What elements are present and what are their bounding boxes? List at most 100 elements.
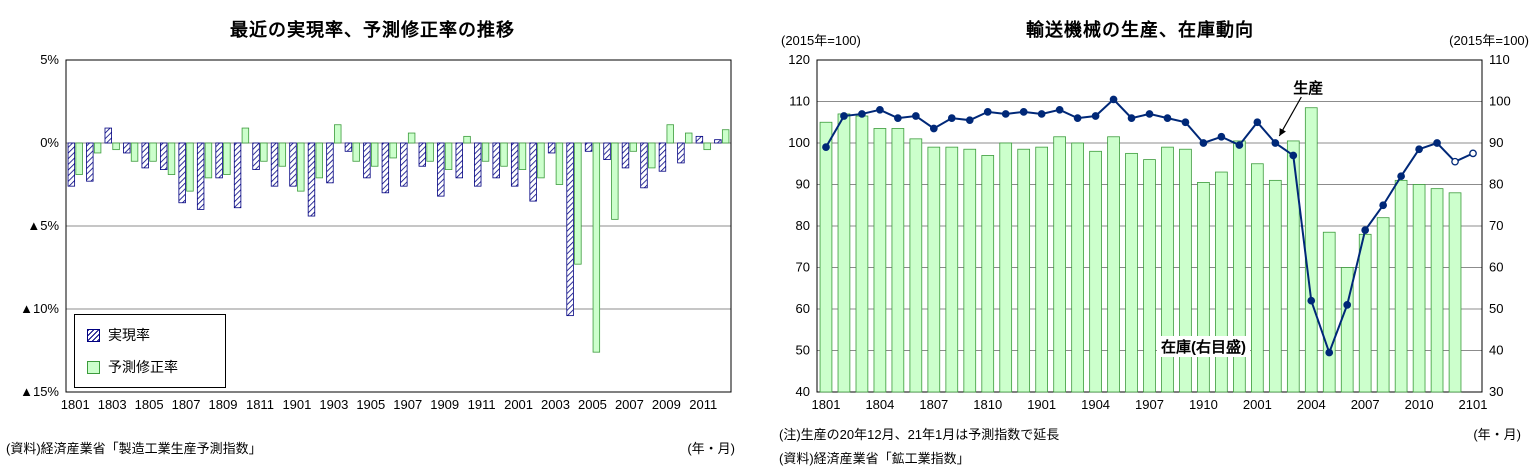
- bar-inventory: [1322, 231, 1336, 393]
- x-tick-label: 2003: [541, 397, 570, 412]
- production-annotation-arrow: [1278, 96, 1302, 137]
- left-chart-x-unit: (年・月): [687, 441, 735, 456]
- x-tick-label: 1804: [865, 397, 894, 412]
- bar-forecast-revision: [629, 142, 638, 152]
- right-y-tick-label: 60: [1489, 260, 1503, 275]
- bar-inventory: [1448, 192, 1462, 393]
- bar-forecast-revision: [352, 142, 360, 162]
- bar-forecast-revision: [75, 142, 83, 175]
- right-chart-title: 輸送機械の生産、在庫動向: [1026, 20, 1254, 40]
- realization-swatch-icon: [87, 328, 100, 342]
- bar-inventory: [1412, 184, 1426, 393]
- bar-inventory: [1251, 163, 1264, 393]
- marker-production: [858, 110, 866, 118]
- bar-realization: [307, 142, 316, 217]
- marker-production: [1271, 139, 1280, 147]
- bar-forecast-revision: [721, 129, 730, 144]
- left-chart-plot: 5% 0% ▲5% ▲10% ▲15%1801 1803 1805 1807 1809 1811 1…: [20, 52, 732, 412]
- right-y-tick-label: 50: [1489, 301, 1503, 316]
- right-axis-caption: (2015年=100): [1449, 33, 1529, 48]
- bar-inventory: [1304, 107, 1318, 393]
- bar-realization: [547, 142, 556, 154]
- x-tick-label: 1807: [172, 397, 201, 412]
- right-y-tick-label: 30: [1489, 384, 1503, 399]
- bar-inventory: [981, 155, 995, 393]
- bar-realization: [104, 127, 112, 144]
- x-tick-label: 1901: [1027, 397, 1056, 412]
- left-y-tick-label: 60: [796, 301, 810, 316]
- marker-production: [840, 112, 848, 120]
- bar-realization: [67, 142, 76, 187]
- legend-row-realization: 実現率: [87, 325, 213, 345]
- marker-production: [1289, 151, 1298, 160]
- bar-realization: [363, 142, 371, 179]
- marker-production: [929, 124, 938, 133]
- right-chart-note: (注)生産の20年12月、21年1月は予測指数で延長: [779, 427, 1060, 442]
- bar-inventory: [1340, 267, 1354, 393]
- legend-box: 実現率 予測修正率: [74, 314, 226, 388]
- bar-forecast-revision: [407, 132, 416, 144]
- bar-inventory: [891, 128, 905, 393]
- x-tick-label: 1904: [1081, 397, 1110, 412]
- marker-production: [1055, 105, 1064, 114]
- bar-realization: [289, 142, 297, 187]
- x-tick-label: 1905: [356, 397, 385, 412]
- x-tick-label: 1807: [919, 397, 948, 412]
- legend-row-revision: 予測修正率: [87, 357, 213, 377]
- bar-inventory: [1179, 148, 1192, 393]
- bar-inventory: [999, 142, 1013, 393]
- bar-realization: [621, 142, 630, 169]
- right-y-tick-label: 40: [1489, 343, 1503, 358]
- left-y-tick-label: 50: [796, 343, 810, 358]
- marker-production: [894, 114, 902, 122]
- bar-forecast-revision: [426, 142, 434, 162]
- x-tick-label: 2101: [1459, 397, 1488, 412]
- bar-forecast-revision: [666, 124, 674, 144]
- marker-production: [1199, 139, 1208, 147]
- bar-inventory: [1143, 159, 1156, 393]
- bar-realization: [658, 142, 667, 172]
- marker-production: [822, 143, 830, 151]
- bar-forecast-revision: [130, 142, 139, 162]
- marker-production: [965, 116, 974, 125]
- bar-forecast-revision: [555, 142, 564, 185]
- bar-forecast-revision: [500, 142, 508, 167]
- bar-realization: [492, 142, 500, 179]
- marker-production: [983, 108, 992, 116]
- x-tick-label: 1901: [282, 397, 311, 412]
- bar-forecast-revision: [334, 124, 342, 144]
- bar-forecast-revision: [481, 142, 490, 162]
- bar-inventory: [945, 146, 959, 393]
- bar-inventory: [1161, 146, 1174, 393]
- bar-inventory: [1286, 140, 1300, 393]
- bar-realization: [344, 142, 353, 152]
- bar-forecast-revision: [149, 142, 157, 162]
- inventory-annotation: 在庫(右目盛): [1157, 336, 1250, 357]
- bar-inventory: [1376, 217, 1390, 393]
- x-tick-label: 2004: [1297, 397, 1326, 412]
- bar-inventory: [837, 113, 851, 393]
- x-tick-label: 1909: [430, 397, 459, 412]
- production-annotation: 生産: [1293, 80, 1324, 97]
- bar-inventory: [963, 148, 977, 393]
- marker-production: [1325, 348, 1334, 357]
- right-y-tick-label: 90: [1489, 135, 1503, 150]
- left-y-tick-label: 90: [796, 177, 810, 192]
- marker-production: [1001, 110, 1010, 118]
- bar-forecast-revision: [204, 142, 213, 179]
- x-tick-label: 1903: [319, 397, 348, 412]
- bar-forecast-revision: [370, 142, 379, 167]
- x-tick-label: 2010: [1405, 397, 1434, 412]
- right-y-tick-label: 70: [1489, 218, 1503, 233]
- bar-inventory: [1358, 233, 1372, 393]
- marker-production: [1163, 114, 1172, 122]
- realization-legend-label: 実現率: [108, 327, 150, 343]
- x-tick-label: 2001: [1243, 397, 1272, 412]
- bar-forecast-revision: [186, 142, 194, 192]
- bar-inventory: [1017, 148, 1031, 393]
- bar-realization: [123, 142, 131, 154]
- marker-production: [1109, 95, 1118, 104]
- bar-inventory: [1035, 146, 1048, 393]
- marker-production: [947, 114, 956, 122]
